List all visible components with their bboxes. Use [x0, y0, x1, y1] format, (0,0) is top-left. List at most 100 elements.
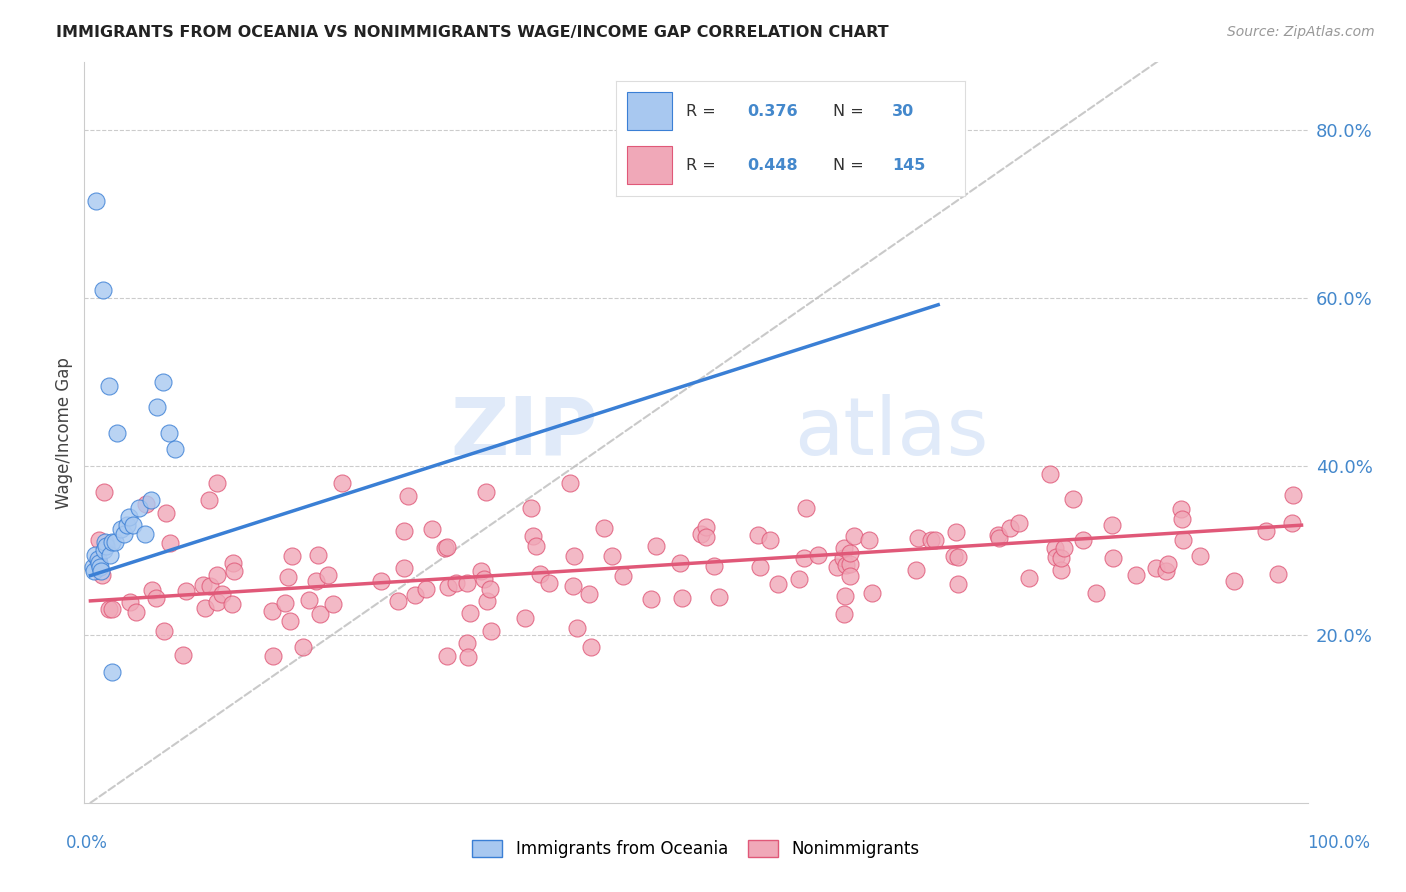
Point [110, 522, 132, 536]
Point [457, 649, 479, 664]
Point [387, 594, 409, 608]
Point [84, 548, 107, 562]
Point [1045, 549, 1067, 564]
Point [89, 560, 111, 574]
Point [1188, 549, 1211, 564]
Point [538, 576, 561, 591]
Point [128, 501, 150, 516]
Point [456, 636, 478, 650]
Point [834, 541, 856, 555]
Point [524, 540, 547, 554]
Point [446, 575, 468, 590]
Point [370, 574, 392, 588]
Point [155, 506, 177, 520]
Point [612, 569, 634, 583]
Point [789, 572, 811, 586]
Text: IMMIGRANTS FROM OCEANIA VS NONIMMIGRANTS WAGE/INCOME GAP CORRELATION CHART: IMMIGRANTS FROM OCEANIA VS NONIMMIGRANTS… [56, 25, 889, 40]
Point [91, 283, 114, 297]
Point [193, 600, 215, 615]
Point [94, 535, 117, 549]
Point [420, 523, 443, 537]
Point [747, 527, 769, 541]
Point [1018, 572, 1040, 586]
Text: 0.0%: 0.0% [66, 834, 108, 852]
Point [153, 624, 176, 639]
Point [415, 582, 437, 596]
Point [112, 526, 135, 541]
Point [207, 476, 229, 491]
Point [86, 194, 108, 209]
Point [222, 565, 245, 579]
Point [1144, 561, 1167, 575]
Point [1223, 574, 1246, 588]
Point [988, 531, 1011, 545]
Point [172, 648, 194, 663]
Point [825, 560, 848, 574]
Point [97, 379, 120, 393]
Point [93, 484, 115, 499]
Point [578, 587, 600, 601]
Point [1101, 517, 1123, 532]
Point [90, 565, 112, 579]
Point [309, 607, 332, 622]
Point [305, 574, 328, 588]
Point [579, 640, 602, 655]
Point [211, 586, 233, 600]
Point [474, 572, 496, 586]
Point [330, 476, 353, 491]
Point [1062, 491, 1084, 506]
Point [558, 476, 581, 491]
Legend: Immigrants from Oceania, Nonimmigrants: Immigrants from Oceania, Nonimmigrants [465, 833, 927, 865]
Point [690, 527, 713, 541]
Point [858, 533, 880, 547]
Text: 100.0%: 100.0% [1308, 834, 1369, 852]
Point [456, 575, 478, 590]
Point [920, 533, 942, 547]
Point [262, 648, 284, 663]
Point [839, 569, 862, 583]
Point [125, 605, 148, 619]
Point [273, 597, 295, 611]
Point [404, 588, 426, 602]
Point [115, 518, 138, 533]
Point [520, 501, 543, 516]
Point [278, 614, 301, 628]
Point [292, 640, 315, 655]
Point [1157, 558, 1180, 572]
Point [82, 560, 104, 574]
Point [298, 592, 321, 607]
Point [945, 525, 967, 540]
Point [1053, 541, 1076, 555]
Point [703, 558, 725, 573]
Point [87, 554, 110, 568]
Point [222, 557, 245, 571]
Point [1050, 551, 1073, 566]
Point [146, 401, 169, 415]
Point [807, 548, 830, 562]
Point [1281, 516, 1303, 530]
Point [93, 543, 115, 558]
Point [475, 593, 498, 607]
Point [839, 546, 862, 560]
Point [205, 595, 228, 609]
Point [1267, 566, 1289, 581]
Point [100, 602, 122, 616]
Point [529, 566, 551, 581]
Point [838, 558, 860, 572]
Y-axis label: Wage/Income Gap: Wage/Income Gap [55, 357, 73, 508]
Point [262, 604, 284, 618]
Point [645, 540, 668, 554]
Point [86, 551, 108, 566]
Point [794, 501, 817, 516]
Point [513, 611, 536, 625]
Point [842, 529, 865, 543]
Point [221, 597, 243, 611]
Point [478, 582, 501, 596]
Point [479, 624, 502, 638]
Point [207, 568, 229, 582]
Point [860, 586, 883, 600]
Point [669, 556, 692, 570]
Point [475, 484, 498, 499]
Point [1256, 524, 1278, 538]
Point [152, 375, 174, 389]
